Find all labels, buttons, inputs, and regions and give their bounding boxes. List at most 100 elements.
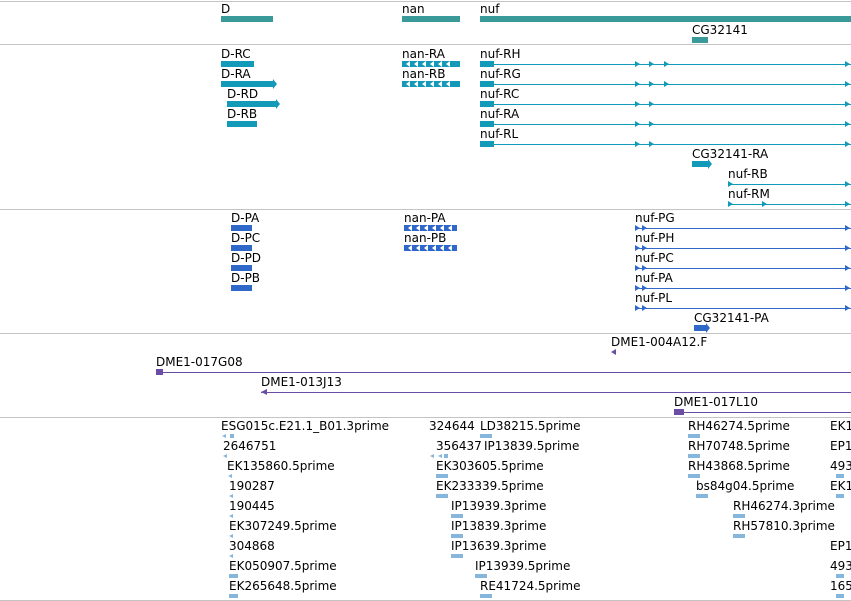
peptide-label-d-pb: D-PB — [231, 271, 261, 285]
gene-label-nan: nan — [402, 2, 425, 16]
transcript-label-nuf-rg: nuf-RG — [480, 67, 521, 81]
peptide-feature-nan-pb[interactable] — [404, 245, 457, 251]
track-divider-genes — [0, 44, 851, 45]
transcript-feature-nuf-rm[interactable] — [728, 204, 851, 205]
est-label: bs84g04.5prime — [696, 479, 795, 493]
clone-feature-dme1-017g08[interactable] — [156, 372, 851, 373]
clone-feature-dme1-013j13[interactable] — [261, 392, 851, 393]
peptide-feature-d-pc[interactable] — [231, 245, 252, 251]
transcript-arrow-d-ra — [273, 79, 277, 89]
est-label: EK1 — [830, 419, 851, 433]
transcript-label-nan-rb: nan-RB — [402, 67, 446, 81]
est-label: EK1 — [830, 479, 851, 493]
peptide-label-d-pa: D-PA — [231, 211, 260, 225]
transcript-label-nan-ra: nan-RA — [402, 47, 445, 61]
transcript-feature-d-ra[interactable] — [221, 81, 273, 87]
transcript-label-d-ra: D-RA — [221, 67, 251, 81]
peptide-feature-nuf-pl[interactable] — [635, 308, 851, 309]
est-label: 190445 — [229, 499, 275, 513]
gene-feature-nan[interactable] — [402, 16, 460, 22]
clone-feature-dme1-017l10[interactable] — [674, 412, 851, 413]
est-label: RH46274.5prime — [688, 419, 790, 433]
transcript-feature-nuf-ra[interactable] — [480, 124, 851, 125]
transcript-feature-d-rc[interactable] — [221, 61, 254, 67]
gene-feature-d[interactable] — [221, 16, 273, 22]
peptide-feature-nuf-pa[interactable] — [635, 288, 851, 289]
transcript-feature-nuf-rb[interactable] — [728, 184, 851, 185]
transcript-label-nuf-ra: nuf-RA — [480, 107, 520, 121]
peptide-feature-cg32141-pa[interactable] — [694, 325, 706, 331]
peptide-label-cg32141-pa: CG32141-PA — [694, 311, 769, 325]
clone-label-dme1-017l10: DME1-017L10 — [674, 395, 758, 409]
peptide-label-nuf-pa: nuf-PA — [635, 271, 673, 285]
transcript-label-nuf-rb: nuf-RB — [728, 167, 768, 181]
gene-label-d: D — [221, 2, 231, 16]
est-label: LD38215.5prime — [480, 419, 581, 433]
est-label: IP13939.3prime — [451, 499, 547, 513]
gene-feature-nuf[interactable] — [480, 16, 851, 22]
transcript-exon-ticks-nuf — [635, 61, 850, 207]
clone-label-dme1-017g08: DME1-017G08 — [156, 355, 243, 369]
est-label: 356437 — [436, 439, 482, 453]
est-label: 324644 — [429, 419, 475, 433]
est-label: IP13839.3prime — [451, 519, 547, 533]
est-label: IP13939.5prime — [475, 559, 571, 573]
transcript-label-cg32141-ra: CG32141-RA — [692, 147, 769, 161]
peptide-label-d-pc: D-PC — [231, 231, 261, 245]
peptide-exon-ticks-nuf — [635, 225, 850, 333]
transcript-feature-cg32141-ra[interactable] — [692, 161, 708, 167]
gene-feature-cg32141[interactable] — [692, 37, 708, 43]
est-label: ESG015c.E21.1_B01.3prime — [221, 419, 390, 433]
transcript-feature-d-rd[interactable] — [227, 101, 276, 107]
track-divider-top — [0, 1, 851, 2]
est-label: 493 — [830, 459, 851, 473]
transcript-arrows-nan — [406, 61, 450, 87]
transcript-label-nuf-rh: nuf-RH — [480, 47, 521, 61]
peptide-label-nuf-pg: nuf-PG — [635, 211, 675, 225]
peptide-feature-nuf-pg[interactable] — [635, 228, 851, 229]
est-label: RH57810.3prime — [733, 519, 835, 533]
peptide-label-nan-pa: nan-PA — [404, 211, 446, 225]
peptide-label-nan-pb: nan-PB — [404, 231, 447, 245]
track-divider-peptides — [0, 333, 851, 334]
peptide-label-nuf-pl: nuf-PL — [635, 291, 673, 305]
clone-label-dme1-004a12: DME1-004A12.F — [611, 335, 708, 349]
peptide-feature-d-pd[interactable] — [231, 265, 252, 271]
est-label: RH43868.5prime — [688, 459, 790, 473]
clone-label-dme1-013j13: DME1-013J13 — [261, 375, 342, 389]
peptide-feature-d-pa[interactable] — [231, 225, 252, 231]
gene-label-nuf: nuf — [480, 2, 500, 16]
transcript-label-nuf-rl: nuf-RL — [480, 127, 519, 141]
est-label: EK135860.5prime — [227, 459, 335, 473]
transcript-label-d-rd: D-RD — [227, 87, 259, 101]
peptide-feature-d-pb[interactable] — [231, 285, 252, 291]
est-markers — [222, 434, 844, 598]
transcript-label-d-rb: D-RB — [227, 107, 258, 121]
peptide-label-nuf-pc: nuf-PC — [635, 251, 674, 265]
peptide-feature-nan-pa[interactable] — [404, 225, 457, 231]
est-label: 493 — [830, 559, 851, 573]
peptide-feature-nuf-ph[interactable] — [635, 248, 851, 249]
est-label: 165 — [830, 579, 851, 593]
peptide-label-nuf-ph: nuf-PH — [635, 231, 675, 245]
est-label: EK050907.5prime — [229, 559, 337, 573]
transcript-arrow-d-rd — [276, 99, 280, 109]
transcript-feature-d-rb[interactable] — [227, 121, 257, 127]
est-label: RE41724.5prime — [480, 579, 581, 593]
est-label: EK303605.5prime — [436, 459, 544, 473]
transcript-label-nuf-rm: nuf-RM — [728, 187, 770, 201]
est-label: EK265648.5prime — [229, 579, 337, 593]
est-label: 190287 — [229, 479, 275, 493]
transcript-feature-nuf-rc[interactable] — [480, 104, 851, 105]
peptide-arrows-nan — [408, 225, 452, 251]
est-label: IP13839.5prime — [484, 439, 580, 453]
est-label: RH70748.5prime — [688, 439, 790, 453]
est-label: 304868 — [229, 539, 275, 553]
transcript-label-nuf-rc: nuf-RC — [480, 87, 520, 101]
peptide-label-d-pd: D-PD — [231, 251, 262, 265]
transcript-label-d-rc: D-RC — [221, 47, 251, 61]
peptide-feature-nuf-pc[interactable] — [635, 268, 851, 269]
est-label: EP1 — [830, 539, 851, 553]
transcript-feature-nuf-rl[interactable] — [480, 144, 851, 145]
